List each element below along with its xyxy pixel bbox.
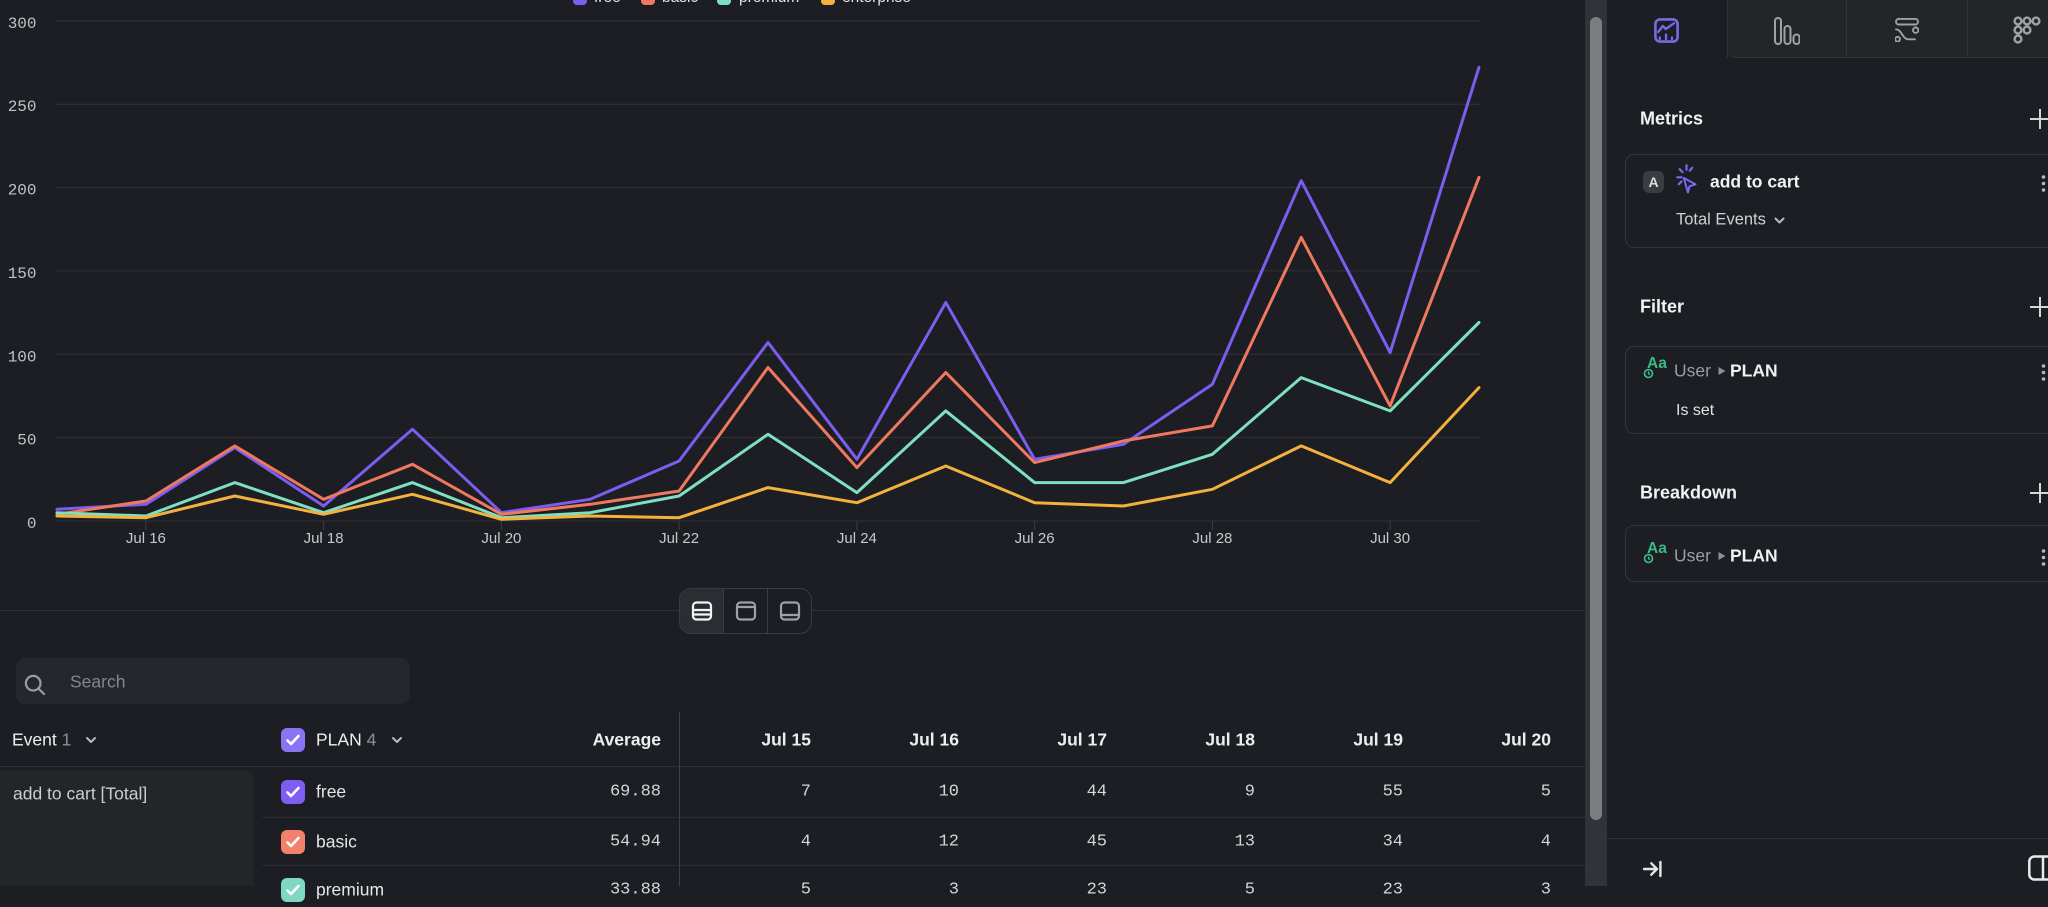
svg-text:Jul 24: Jul 24: [837, 530, 877, 547]
svg-text:Jul 20: Jul 20: [481, 530, 521, 547]
svg-text:50: 50: [17, 432, 36, 450]
svg-text:Jul 16: Jul 16: [126, 530, 166, 547]
svg-text:200: 200: [8, 182, 37, 200]
svg-text:100: 100: [8, 348, 37, 366]
svg-text:Jul 28: Jul 28: [1192, 530, 1232, 547]
svg-text:250: 250: [8, 98, 37, 116]
svg-text:Jul 18: Jul 18: [304, 530, 344, 547]
svg-text:150: 150: [8, 265, 37, 283]
svg-text:Jul 26: Jul 26: [1015, 530, 1055, 547]
svg-text:Jul 30: Jul 30: [1370, 530, 1410, 547]
svg-text:Jul 22: Jul 22: [659, 530, 699, 547]
svg-text:300: 300: [8, 15, 37, 33]
svg-text:0: 0: [27, 515, 37, 533]
